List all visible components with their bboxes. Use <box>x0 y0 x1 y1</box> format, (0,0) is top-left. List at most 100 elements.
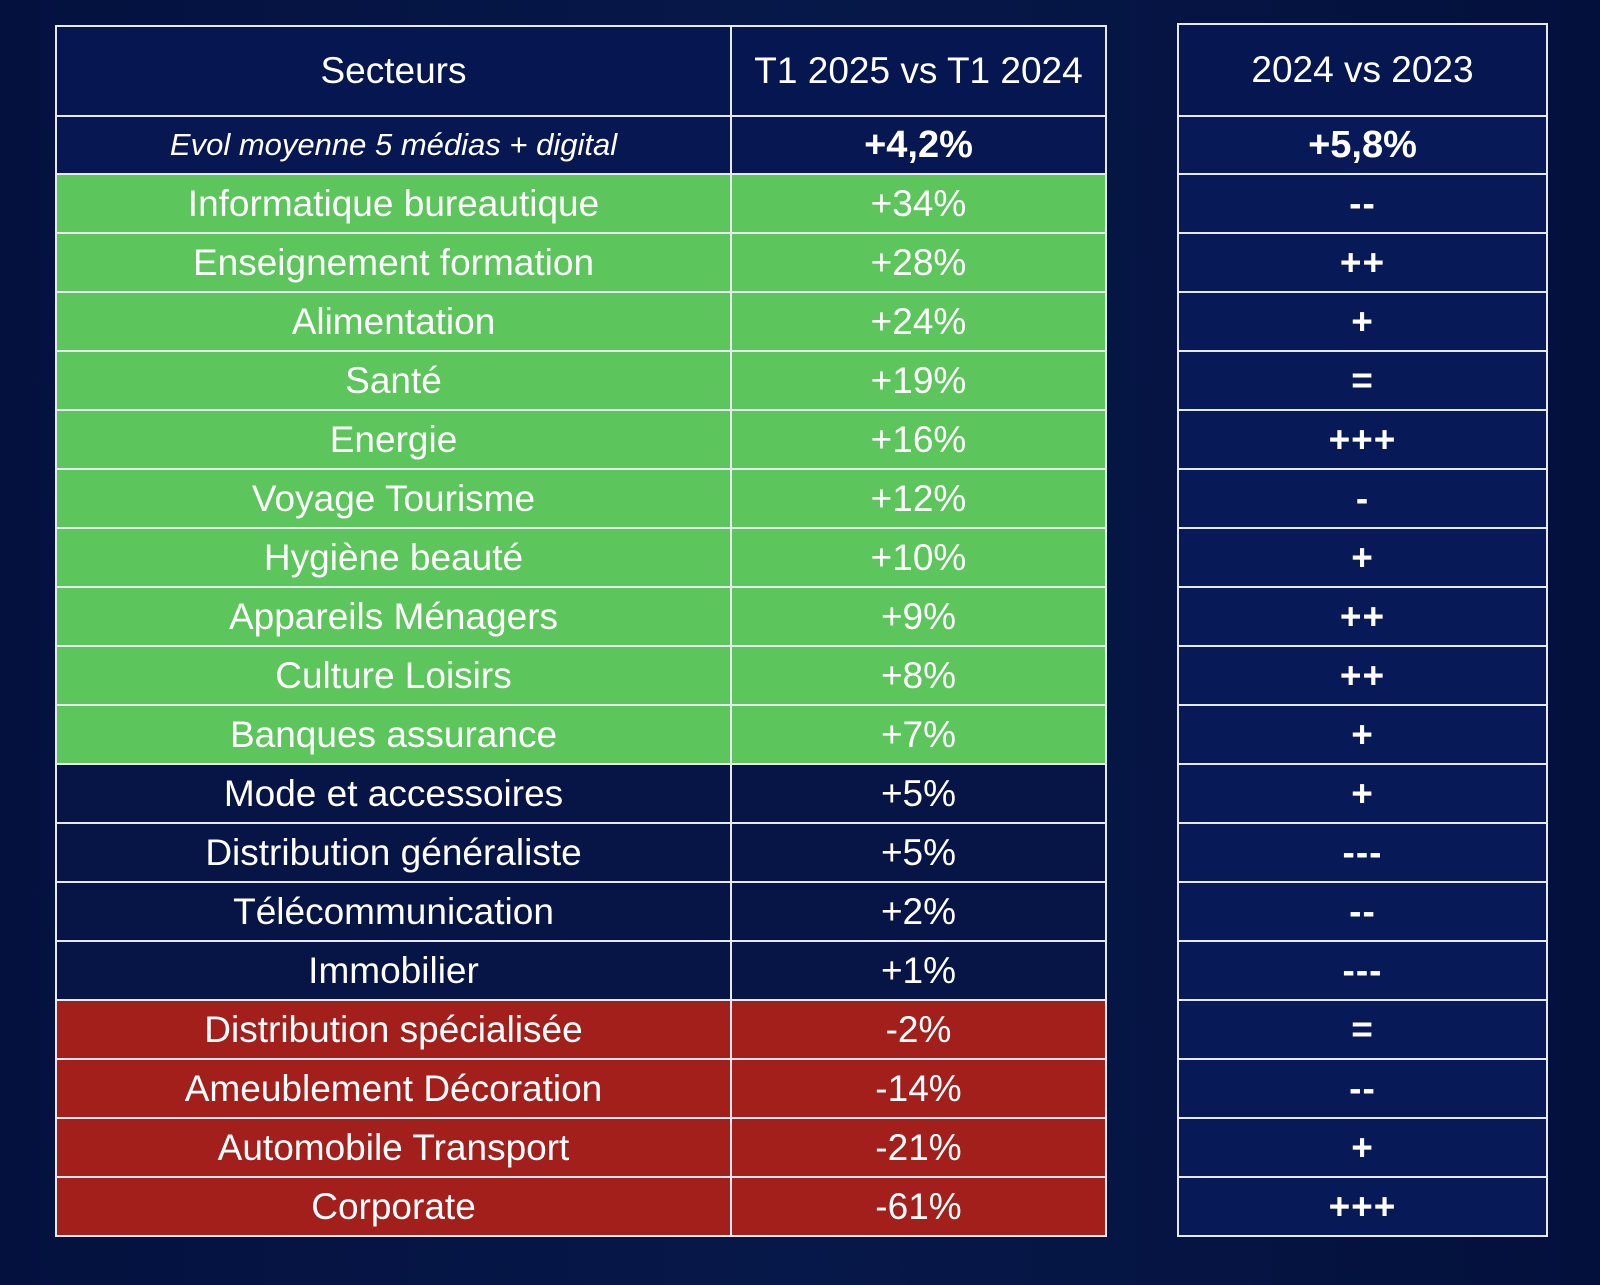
year-trend-symbol: + <box>1177 527 1548 588</box>
year-trend-symbol: + <box>1177 763 1548 824</box>
table-row: Voyage Tourisme +12% <box>55 468 1107 529</box>
year-trend-symbol: + <box>1177 1117 1548 1178</box>
side-header-row: 2024 vs 2023 <box>1177 23 1548 117</box>
q1-evolution-value: +12% <box>730 468 1107 529</box>
side-table-row: +++ <box>1177 1176 1548 1237</box>
table-row: Distribution généraliste +5% <box>55 822 1107 883</box>
q1-evolution-value: -21% <box>730 1117 1107 1178</box>
table-row: Corporate -61% <box>55 1176 1107 1237</box>
year-trend-symbol: -- <box>1177 173 1548 234</box>
side-table-row: -- <box>1177 1058 1548 1119</box>
average-row: Evol moyenne 5 médias + digital +4,2% <box>55 115 1107 175</box>
side-average-row: +5,8% <box>1177 115 1548 175</box>
q1-evolution-value: +16% <box>730 409 1107 470</box>
sector-name: Mode et accessoires <box>55 763 732 824</box>
header-row: Secteurs T1 2025 vs T1 2024 <box>55 25 1107 117</box>
table-row: Enseignement formation +28% <box>55 232 1107 293</box>
year-trend-symbol: --- <box>1177 822 1548 883</box>
side-table-row: --- <box>1177 822 1548 883</box>
sector-name: Enseignement formation <box>55 232 732 293</box>
average-q1-value: +4,2% <box>730 115 1107 175</box>
year-trend-symbol: +++ <box>1177 409 1548 470</box>
side-table-row: ++ <box>1177 586 1548 647</box>
q1-evolution-value: +19% <box>730 350 1107 411</box>
year-trend-symbol: +++ <box>1177 1176 1548 1237</box>
side-table-row: + <box>1177 763 1548 824</box>
table-row: Santé +19% <box>55 350 1107 411</box>
table-row: Mode et accessoires +5% <box>55 763 1107 824</box>
table-row: Informatique bureautique +34% <box>55 173 1107 234</box>
table-row: Automobile Transport -21% <box>55 1117 1107 1178</box>
average-year-value: +5,8% <box>1177 115 1548 175</box>
side-table-row: ++ <box>1177 232 1548 293</box>
q1-evolution-value: +2% <box>730 881 1107 942</box>
sector-name: Informatique bureautique <box>55 173 732 234</box>
year-trend-symbol: ++ <box>1177 232 1548 293</box>
side-table-row: -- <box>1177 173 1548 234</box>
side-table-row: --- <box>1177 940 1548 1001</box>
year-trend-symbol: -- <box>1177 881 1548 942</box>
sector-name: Alimentation <box>55 291 732 352</box>
header-year-compare: 2024 vs 2023 <box>1177 23 1548 117</box>
table-row: Energie +16% <box>55 409 1107 470</box>
side-table-row: = <box>1177 350 1548 411</box>
side-table-row: = <box>1177 999 1548 1060</box>
table-row: Télécommunication +2% <box>55 881 1107 942</box>
q1-evolution-value: -61% <box>730 1176 1107 1237</box>
sector-name: Santé <box>55 350 732 411</box>
q1-evolution-value: -14% <box>730 1058 1107 1119</box>
table-row: Hygiène beauté +10% <box>55 527 1107 588</box>
q1-evolution-value: +5% <box>730 822 1107 883</box>
q1-evolution-value: +8% <box>730 645 1107 706</box>
year-trend-symbol: ++ <box>1177 586 1548 647</box>
header-sector: Secteurs <box>55 25 732 117</box>
table-row: Ameublement Décoration -14% <box>55 1058 1107 1119</box>
sector-evolution-table: Secteurs T1 2025 vs T1 2024 Evol moyenne… <box>55 25 1107 1237</box>
q1-evolution-value: +5% <box>730 763 1107 824</box>
sector-name: Hygiène beauté <box>55 527 732 588</box>
year-trend-symbol: = <box>1177 350 1548 411</box>
sector-name: Corporate <box>55 1176 732 1237</box>
q1-evolution-value: +10% <box>730 527 1107 588</box>
sector-name: Distribution spécialisée <box>55 999 732 1060</box>
side-table-row: + <box>1177 527 1548 588</box>
table-row: Distribution spécialisée -2% <box>55 999 1107 1060</box>
sector-name: Immobilier <box>55 940 732 1001</box>
sector-name: Télécommunication <box>55 881 732 942</box>
table-row: Appareils Ménagers +9% <box>55 586 1107 647</box>
sector-name: Voyage Tourisme <box>55 468 732 529</box>
side-table-row: +++ <box>1177 409 1548 470</box>
sector-name: Appareils Ménagers <box>55 586 732 647</box>
q1-evolution-value: +1% <box>730 940 1107 1001</box>
side-table-row: - <box>1177 468 1548 529</box>
table-row: Culture Loisirs +8% <box>55 645 1107 706</box>
q1-evolution-value: +9% <box>730 586 1107 647</box>
year-trend-symbol: --- <box>1177 940 1548 1001</box>
side-table-row: ++ <box>1177 645 1548 706</box>
q1-evolution-value: +34% <box>730 173 1107 234</box>
table-row: Immobilier +1% <box>55 940 1107 1001</box>
sector-name: Banques assurance <box>55 704 732 765</box>
side-table-row: -- <box>1177 881 1548 942</box>
q1-evolution-value: +7% <box>730 704 1107 765</box>
table-row: Alimentation +24% <box>55 291 1107 352</box>
sector-name: Ameublement Décoration <box>55 1058 732 1119</box>
year-comparison-table: 2024 vs 2023 +5,8% -- ++ + = +++ - + ++ ++ + + --- -… <box>1177 23 1548 1237</box>
sector-name: Culture Loisirs <box>55 645 732 706</box>
year-trend-symbol: + <box>1177 291 1548 352</box>
sector-name: Energie <box>55 409 732 470</box>
q1-evolution-value: -2% <box>730 999 1107 1060</box>
q1-evolution-value: +28% <box>730 232 1107 293</box>
year-trend-symbol: ++ <box>1177 645 1548 706</box>
year-trend-symbol: -- <box>1177 1058 1548 1119</box>
header-q1-compare: T1 2025 vs T1 2024 <box>730 25 1107 117</box>
year-trend-symbol: + <box>1177 704 1548 765</box>
side-table-row: + <box>1177 704 1548 765</box>
year-trend-symbol: = <box>1177 999 1548 1060</box>
q1-evolution-value: +24% <box>730 291 1107 352</box>
average-label: Evol moyenne 5 médias + digital <box>55 115 732 175</box>
side-table-row: + <box>1177 291 1548 352</box>
table-row: Banques assurance +7% <box>55 704 1107 765</box>
sector-name: Distribution généraliste <box>55 822 732 883</box>
year-trend-symbol: - <box>1177 468 1548 529</box>
